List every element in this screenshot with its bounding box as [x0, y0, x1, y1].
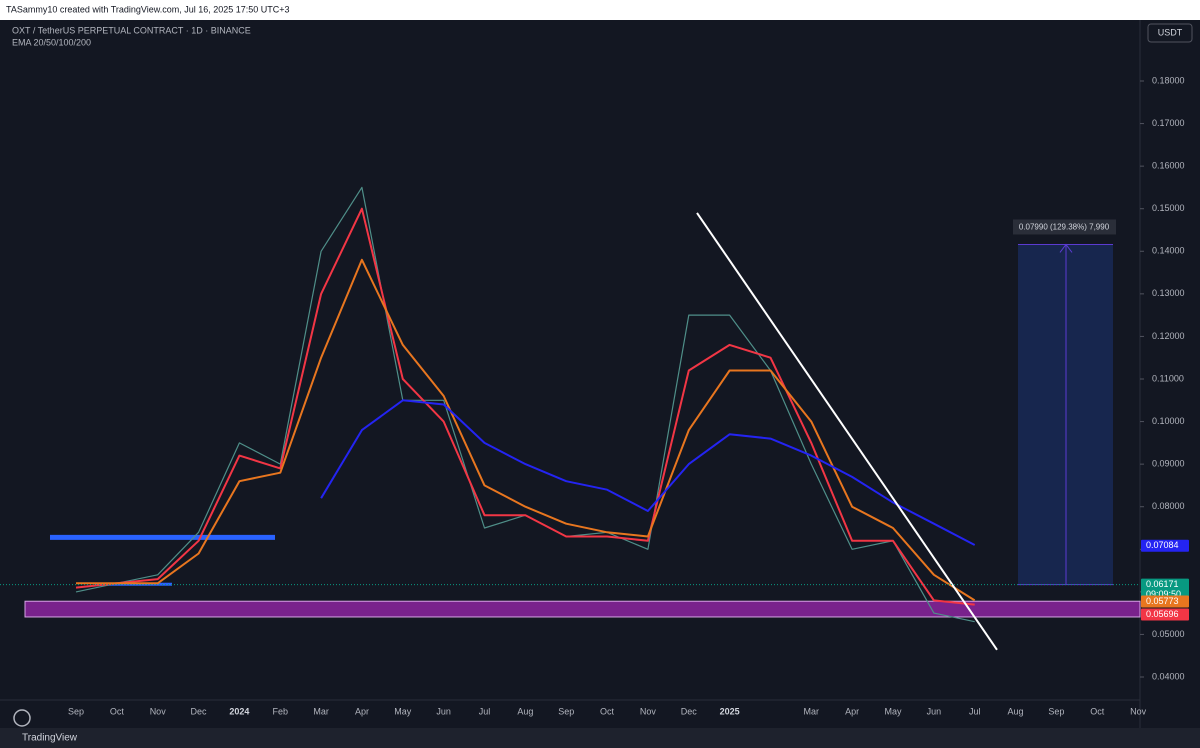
footer-bar — [0, 728, 1200, 748]
y-tick-label: 0.09000 — [1152, 459, 1185, 469]
price-label-bg — [1141, 578, 1189, 601]
y-tick-label: 0.10000 — [1152, 416, 1185, 426]
currency-label: USDT — [1158, 27, 1183, 37]
projection-label: 0.07990 (129.38%) 7,990 — [1019, 223, 1110, 232]
x-tick-label: 2025 — [720, 706, 740, 716]
support-zone — [24, 600, 1141, 618]
y-tick-label: 0.12000 — [1152, 331, 1185, 341]
author-line: TASammy10 created with TradingView.com, … — [6, 4, 290, 14]
chart-title: OXT / TetherUS PERPETUAL CONTRACT · 1D ·… — [12, 25, 251, 35]
y-tick-label: 0.15000 — [1152, 203, 1185, 213]
x-tick-label: Dec — [191, 706, 208, 716]
y-tick-label: 0.04000 — [1152, 671, 1185, 681]
y-tick-label: 0.17000 — [1152, 118, 1185, 128]
trendline — [696, 212, 998, 651]
price-label: 0.05696 — [1146, 609, 1179, 619]
x-tick-label: Aug — [517, 706, 533, 716]
price-label-bg — [1141, 539, 1189, 552]
projection-arrowhead — [1059, 243, 1073, 253]
x-tick-label: Apr — [845, 706, 859, 716]
y-tick-label: 0.13000 — [1152, 288, 1185, 298]
x-tick-label: Apr — [355, 706, 369, 716]
x-tick-label: Oct — [110, 706, 125, 716]
y-tick-label: 0.16000 — [1152, 161, 1185, 171]
price-label: 0.05773 — [1146, 596, 1179, 606]
x-tick-label: May — [394, 706, 412, 716]
ema-line — [320, 399, 976, 546]
price-label-bg — [1141, 595, 1189, 608]
x-tick-label: Dec — [681, 706, 698, 716]
x-tick-label: Sep — [1048, 706, 1064, 716]
x-tick-label: Jun — [436, 706, 451, 716]
x-tick-label: 2024 — [229, 706, 249, 716]
y-tick-label: 0.14000 — [1152, 246, 1185, 256]
x-tick-label: Feb — [272, 706, 288, 716]
countdown: 09:09:50 — [1146, 589, 1181, 599]
currency-button[interactable] — [1147, 23, 1193, 43]
price-label-bg — [1141, 608, 1189, 621]
x-tick-label: Mar — [313, 706, 329, 716]
x-tick-label: Sep — [68, 706, 84, 716]
y-tick-label: 0.08000 — [1152, 501, 1185, 511]
price-label: 0.07084 — [1146, 540, 1179, 550]
x-tick-label: Aug — [1008, 706, 1024, 716]
x-tick-label: Jun — [927, 706, 942, 716]
projection-label-bg — [1013, 219, 1116, 235]
y-tick-label: 0.18000 — [1152, 75, 1185, 85]
y-tick-label: 0.11000 — [1152, 373, 1184, 383]
y-tick-label: 0.05000 — [1152, 629, 1185, 639]
x-tick-label: Oct — [600, 706, 615, 716]
x-tick-label: Mar — [804, 706, 820, 716]
x-tick-label: Nov — [150, 706, 167, 716]
x-tick-label: Jul — [969, 706, 981, 716]
price-label: 0.06171 — [1146, 579, 1179, 589]
logo — [13, 709, 31, 727]
x-tick-label: Nov — [640, 706, 657, 716]
x-tick-label: May — [884, 706, 902, 716]
ema-line — [75, 207, 975, 606]
x-tick-label: Sep — [558, 706, 574, 716]
header-bar — [0, 0, 1200, 20]
x-tick-label: Jul — [479, 706, 491, 716]
x-tick-label: Nov — [1130, 706, 1147, 716]
x-tick-label: Oct — [1090, 706, 1105, 716]
brand: TradingView — [22, 733, 78, 744]
ema-line — [76, 258, 976, 602]
indicator-label: EMA 20/50/100/200 — [12, 37, 91, 47]
